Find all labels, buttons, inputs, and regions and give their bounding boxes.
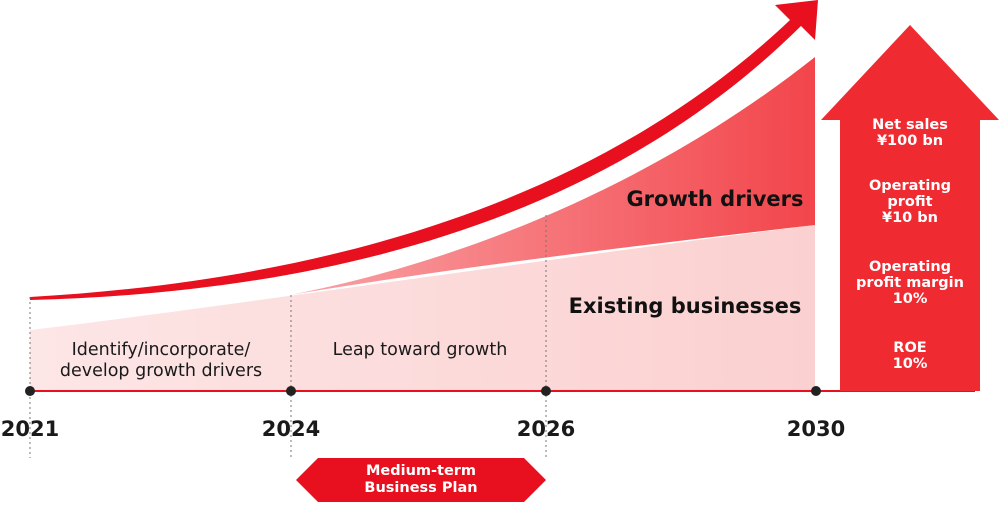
medium-term-plan-label: Medium-term Business Plan: [364, 463, 478, 496]
target-roe: ROE 10%: [892, 340, 928, 372]
phase-label-identify: Identify/incorporate/ develop growth dri…: [59, 340, 263, 381]
target-operating-profit-margin: Operating profit margin 10%: [856, 259, 964, 307]
growth-curve-arrow: [30, 0, 818, 300]
milestone-dot-2021: [25, 386, 35, 396]
phase-label-leap: Leap toward growth: [332, 340, 508, 360]
plan-banner-shape: [296, 458, 546, 502]
year-label-2024: 2024: [261, 417, 321, 441]
milestone-dot-2026: [541, 386, 551, 396]
existing-businesses-area: [30, 225, 815, 390]
growth-drivers-area: [290, 57, 815, 295]
year-label-2030: 2030: [786, 417, 846, 441]
year-label-2021: 2021: [0, 417, 60, 441]
milestone-dot-2024: [286, 386, 296, 396]
existing-businesses-label: Existing businesses: [568, 294, 802, 318]
milestone-dot-2030: [811, 386, 821, 396]
targets-arrow-shape: [821, 25, 999, 391]
year-label-2026: 2026: [516, 417, 576, 441]
growth-drivers-label: Growth drivers: [626, 187, 804, 211]
target-operating-profit: Operating profit ¥10 bn: [868, 178, 952, 226]
target-net-sales: Net sales ¥100 bn: [872, 117, 948, 149]
